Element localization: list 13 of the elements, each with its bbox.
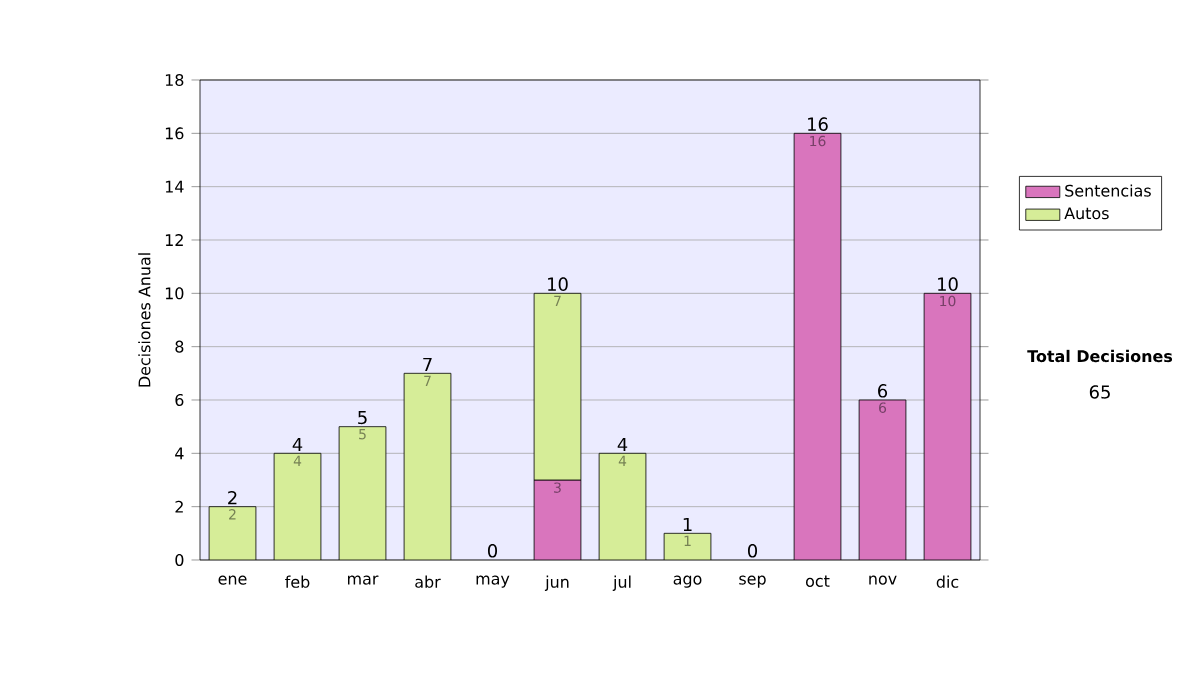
total-label: 16	[808, 117, 828, 131]
text: 65	[1089, 385, 1110, 399]
text: 0	[487, 544, 498, 558]
total-label: 5	[358, 410, 367, 425]
text: 0	[747, 544, 758, 558]
total-label: 2	[228, 490, 237, 505]
total-label: 4	[292, 437, 303, 451]
total-label: 4	[617, 437, 628, 451]
total-label: 1	[683, 517, 692, 531]
total-label: 10	[938, 277, 958, 291]
total-label: 7	[423, 357, 432, 371]
total-label: 6	[878, 384, 888, 398]
total-label: 10	[548, 277, 568, 291]
